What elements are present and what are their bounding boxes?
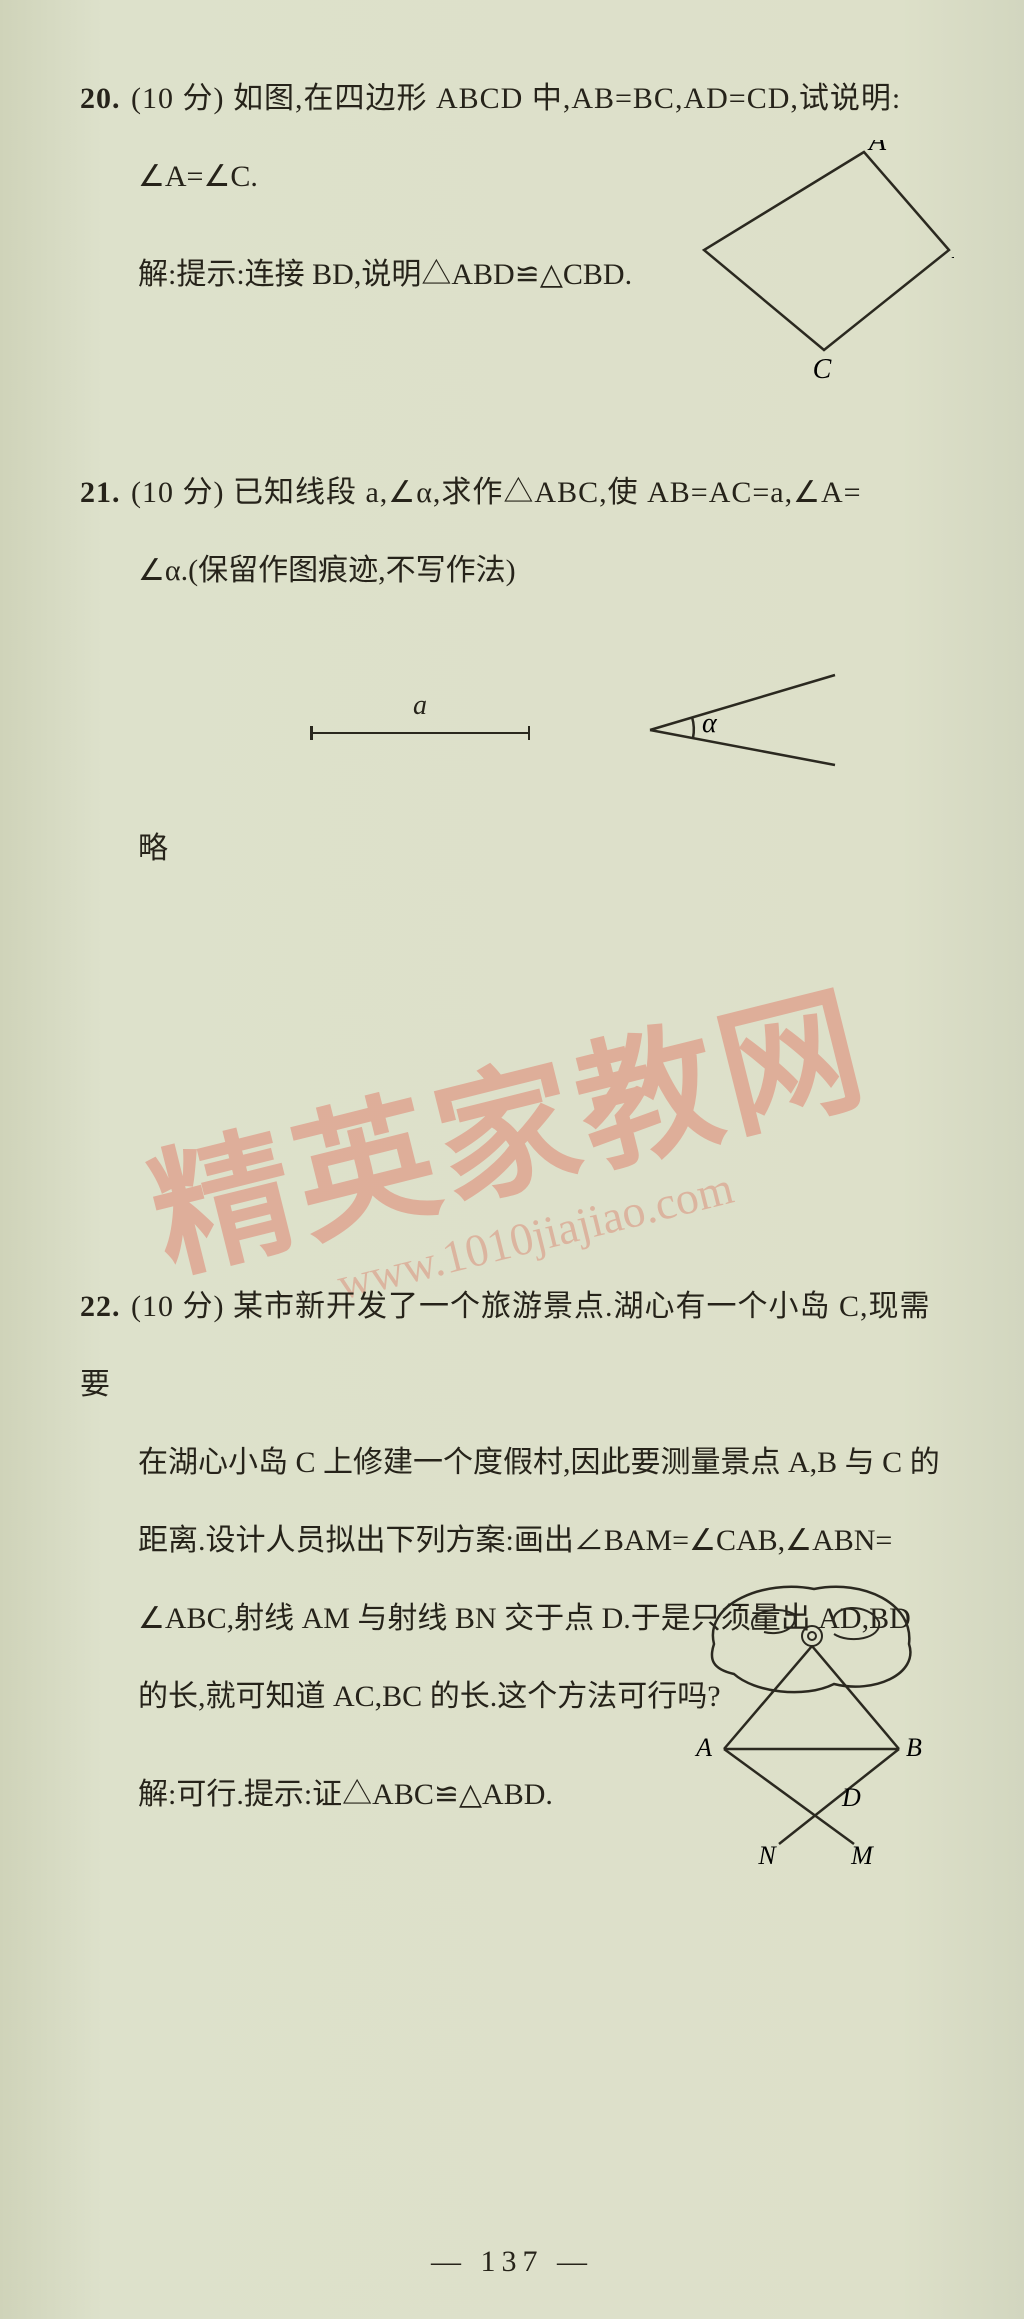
problem-number: 20. [80, 82, 121, 115]
label-N: N [757, 1841, 777, 1870]
segment-a: a [310, 700, 530, 740]
problem-21-line-0: 已知线段 a,∠α,求作△ABC,使 AB=AC=a,∠A= [233, 476, 862, 509]
label-D: D [841, 1783, 861, 1812]
problem-21-statement: 21. (10 分) 已知线段 a,∠α,求作△ABC,使 AB=AC=a,∠A… [80, 454, 954, 532]
problem-22-line-1: 在湖心小岛 C 上修建一个度假村,因此要测量景点 A,B 与 C 的 [138, 1424, 954, 1502]
problem-20-line-0: 如图,在四边形 ABCD 中,AB=BC,AD=CD,试说明: [233, 82, 901, 115]
vertex-C-label: C [813, 354, 832, 380]
problem-21-line-1: ∠α.(保留作图痕迹,不写作法) [138, 532, 954, 610]
problem-points: (10 分) [131, 82, 224, 115]
problem-number: 21. [80, 476, 121, 509]
rhombus-figure: A B C D [694, 140, 954, 380]
problem-21-answer: 略 [138, 810, 954, 888]
problem-22-line-2: 距离.设计人员拟出下列方案:画出∠BAM=∠CAB,∠ABN= [138, 1502, 954, 1580]
segment-tick-left [310, 726, 313, 740]
problem-points: (10 分) [131, 1290, 224, 1323]
label-M: M [850, 1841, 874, 1870]
label-A: A [694, 1733, 712, 1762]
segment-tick-right [528, 726, 531, 740]
watermark-main: 精英家教网 [46, 915, 968, 1329]
problem-20-statement: 20. (10 分) 如图,在四边形 ABCD 中,AB=BC,AD=CD,试说… [80, 60, 954, 138]
segment-line [310, 732, 530, 734]
problem-22-statement: 22. (10 分) 某市新开发了一个旅游景点.湖心有一个小岛 C,现需要 [80, 1268, 954, 1424]
problem-20: 20. (10 分) 如图,在四边形 ABCD 中,AB=BC,AD=CD,试说… [80, 60, 954, 314]
label-B: B [906, 1733, 922, 1762]
segment-angle-figure: a α [310, 670, 954, 770]
vertex-A-label: A [867, 140, 887, 157]
angle-label: α [702, 708, 718, 739]
island-figure: A B D N M [684, 1574, 934, 1874]
problem-points: (10 分) [131, 476, 224, 509]
angle-alpha: α [640, 670, 840, 770]
page: 20. (10 分) 如图,在四边形 ABCD 中,AB=BC,AD=CD,试说… [0, 0, 1024, 2319]
problem-21: 21. (10 分) 已知线段 a,∠α,求作△ABC,使 AB=AC=a,∠A… [80, 454, 954, 888]
problem-number: 22. [80, 1290, 121, 1323]
page-number: — 137 — [0, 2245, 1024, 2279]
vertex-D-label: D [951, 234, 954, 265]
segment-label: a [413, 690, 427, 722]
problem-22: 22. (10 分) 某市新开发了一个旅游景点.湖心有一个小岛 C,现需要 在湖… [80, 1268, 954, 1834]
